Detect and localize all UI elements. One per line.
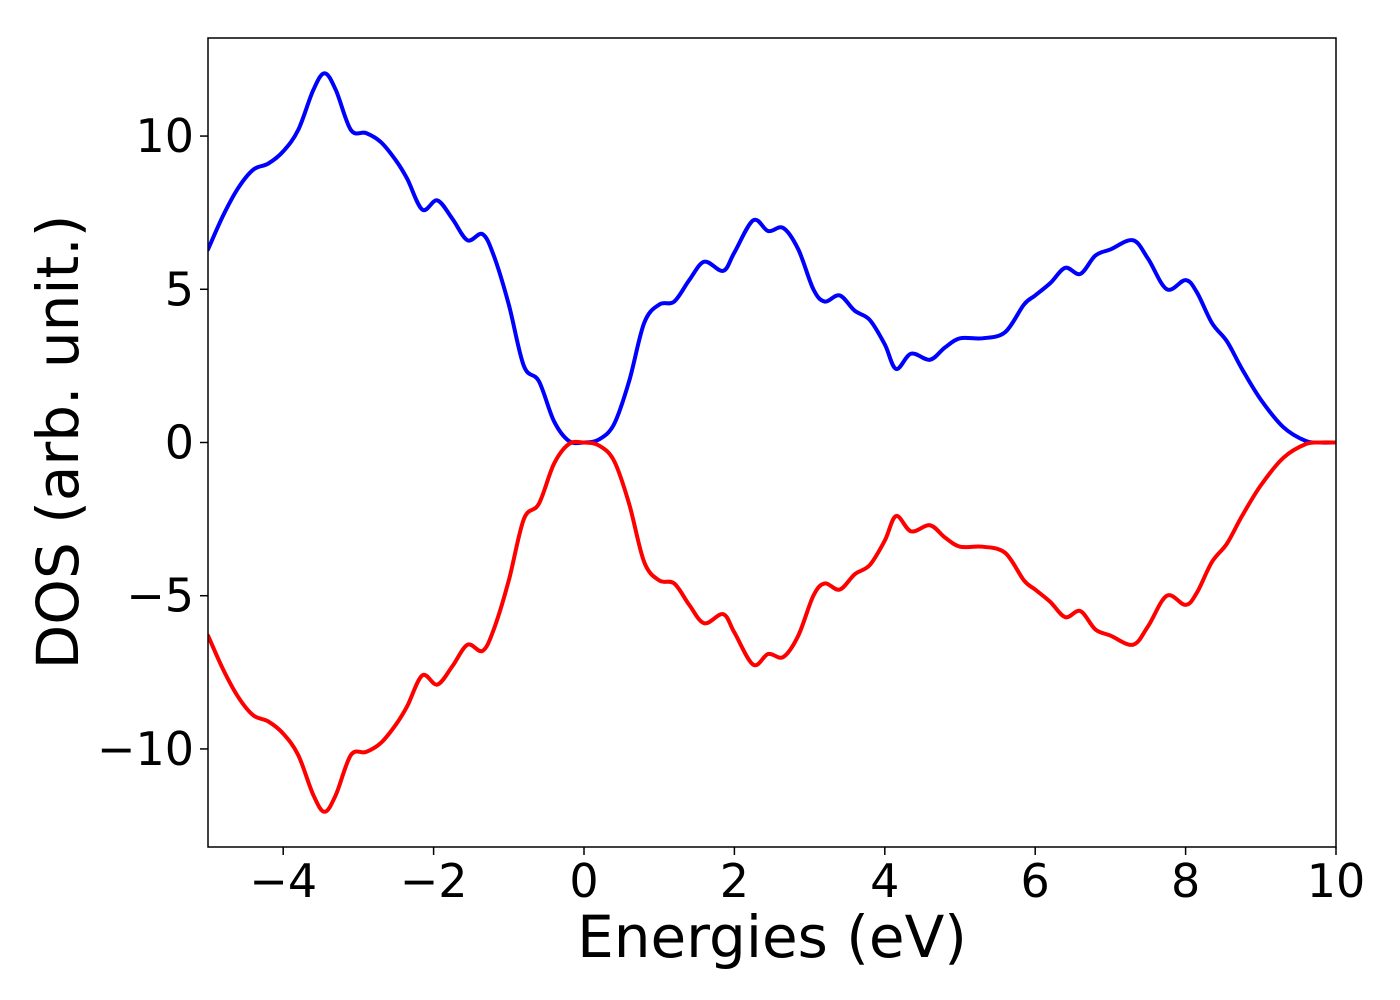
- y-tick-label: −5: [126, 569, 194, 623]
- y-tick-label: 5: [165, 262, 194, 316]
- x-tick-label: 0: [569, 854, 598, 908]
- x-tick-label: −2: [400, 854, 468, 908]
- x-tick-label: 8: [1171, 854, 1200, 908]
- x-tick-label: 10: [1307, 854, 1366, 908]
- dos-line-positive: [208, 71, 1336, 446]
- y-tick-label: −10: [97, 722, 194, 776]
- y-tick-label: 0: [165, 416, 194, 470]
- y-axis-label: DOS (arb. unit.): [24, 215, 92, 670]
- dos-line-negative: [208, 439, 1336, 814]
- series-layer: [208, 71, 1336, 814]
- x-tick-label: −4: [249, 854, 317, 908]
- x-axis-ticks: −4 −2 0 2 4 6 8 10: [249, 847, 1365, 908]
- y-axis-ticks: 10 5 0 −5 −10: [97, 109, 208, 776]
- plot-frame: [207, 37, 1337, 848]
- x-tick-label: 2: [720, 854, 749, 908]
- x-tick-label: 6: [1021, 854, 1050, 908]
- x-tick-label: 4: [870, 854, 899, 908]
- x-axis-label: Energies (eV): [577, 903, 967, 971]
- y-tick-label: 10: [135, 109, 194, 163]
